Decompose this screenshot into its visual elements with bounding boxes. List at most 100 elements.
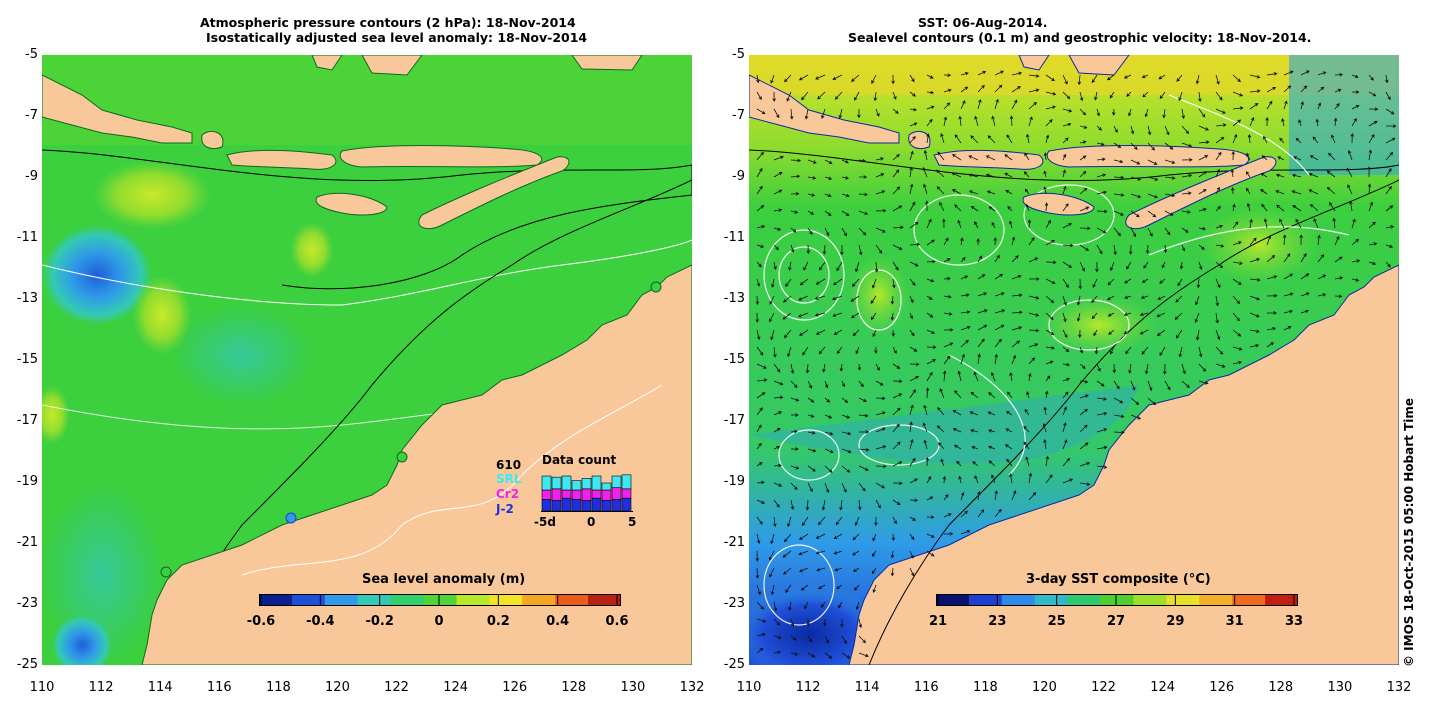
velocity-arrow [1299,234,1303,246]
velocity-arrow [790,465,800,470]
velocity-arrow [922,422,928,433]
velocity-arrow [1159,91,1166,100]
velocity-arrow [1079,91,1084,102]
left-colorbar-segment [522,594,556,606]
left-colorbar-label: 0.6 [605,614,629,629]
velocity-arrow [909,201,916,212]
velocity-arrow [875,208,887,213]
velocity-arrow [1232,91,1244,97]
velocity-arrow [1062,346,1070,353]
velocity-arrow [970,135,979,144]
velocity-arrow [871,74,877,84]
data-count-bar-srl [621,474,632,490]
velocity-arrow [892,244,903,250]
velocity-arrow [1276,204,1285,212]
velocity-arrow [840,618,844,628]
velocity-arrow [755,550,760,562]
velocity-arrow [852,329,860,337]
velocity-arrow [855,261,860,273]
velocity-arrow [784,74,792,83]
velocity-arrow [801,516,809,526]
velocity-arrow [909,183,914,195]
velocity-arrow [988,206,996,212]
copyright-text: © IMOS 18-Oct-2015 05:00 Hobart Time [1402,397,1416,667]
velocity-arrow [1004,444,1013,450]
velocity-arrow [1195,74,1200,85]
velocity-arrow [1164,142,1174,150]
velocity-arrow [1004,154,1013,161]
right-colorbar-label: 23 [988,614,1007,629]
velocity-arrow [977,509,985,518]
velocity-arrow [1385,244,1394,249]
velocity-arrow [892,461,903,467]
velocity-arrow [872,584,877,594]
velocity-arrow [939,388,945,399]
velocity-arrow [1139,312,1149,317]
velocity-arrow [1249,295,1261,301]
velocity-arrow [1079,363,1086,369]
velocity-arrow [1096,428,1108,433]
velocity-arrow [756,462,763,467]
velocity-arrow [1091,74,1098,84]
velocity-arrow [1123,312,1132,316]
velocity-arrow [957,219,962,229]
right-lon-label: 132 [1386,680,1412,695]
velocity-arrow [824,635,829,644]
right-colorbar-segment [1199,594,1233,606]
velocity-arrow [756,618,767,623]
velocity-arrow [855,346,860,355]
velocity-arrow [909,567,915,577]
velocity-arrow [1295,137,1302,144]
data-count-srl: SRL [496,472,522,486]
velocity-arrow [1164,227,1171,236]
velocity-arrow [977,70,987,76]
velocity-arrow [1215,278,1221,289]
velocity-arrow [1283,292,1294,297]
right-land-lombok [908,131,931,149]
right-colorbar-segment [1100,594,1134,606]
velocity-arrow [1198,244,1205,250]
velocity-arrow [1232,278,1242,285]
velocity-arrow [926,118,933,127]
velocity-arrow [1368,91,1377,97]
velocity-arrow [960,275,969,280]
velocity-arrow [858,158,867,163]
velocity-arrow [922,166,928,178]
velocity-arrow [943,532,954,536]
right-colorbar-label: 21 [928,614,948,629]
velocity-arrow [1045,295,1055,304]
velocity-arrow [926,476,932,484]
velocity-arrow [773,516,777,528]
velocity-arrow [852,533,860,541]
velocity-arrow [1249,89,1261,93]
velocity-arrow [858,482,866,492]
velocity-arrow [807,482,813,493]
velocity-arrow [909,550,914,559]
left-colorbar-segment [324,594,359,606]
velocity-arrow [1368,133,1375,144]
velocity-arrow [838,601,843,609]
velocity-arrow [756,363,767,369]
velocity-arrow [773,208,783,212]
velocity-arrow [1309,203,1319,212]
velocity-arrow [1126,91,1132,97]
velocity-arrow [1266,235,1272,246]
velocity-arrow [1246,202,1251,212]
velocity-arrow [858,397,867,402]
velocity-arrow [1157,295,1166,300]
velocity-arrow [1079,394,1089,399]
velocity-arrow [1329,201,1336,212]
velocity-arrow [773,363,781,373]
right-colorbar-segment [1133,594,1167,606]
velocity-arrow [1300,85,1308,93]
velocity-arrow [1249,103,1259,110]
velocity-arrow [976,238,980,246]
data-count-bar-cr2 [561,489,572,499]
velocity-arrow [1141,74,1149,79]
velocity-arrow [909,166,913,178]
velocity-arrow [892,91,897,100]
velocity-arrow [1096,142,1105,146]
velocity-arrow [1385,91,1391,101]
velocity-arrow [1175,295,1183,303]
velocity-arrow [1045,360,1054,365]
